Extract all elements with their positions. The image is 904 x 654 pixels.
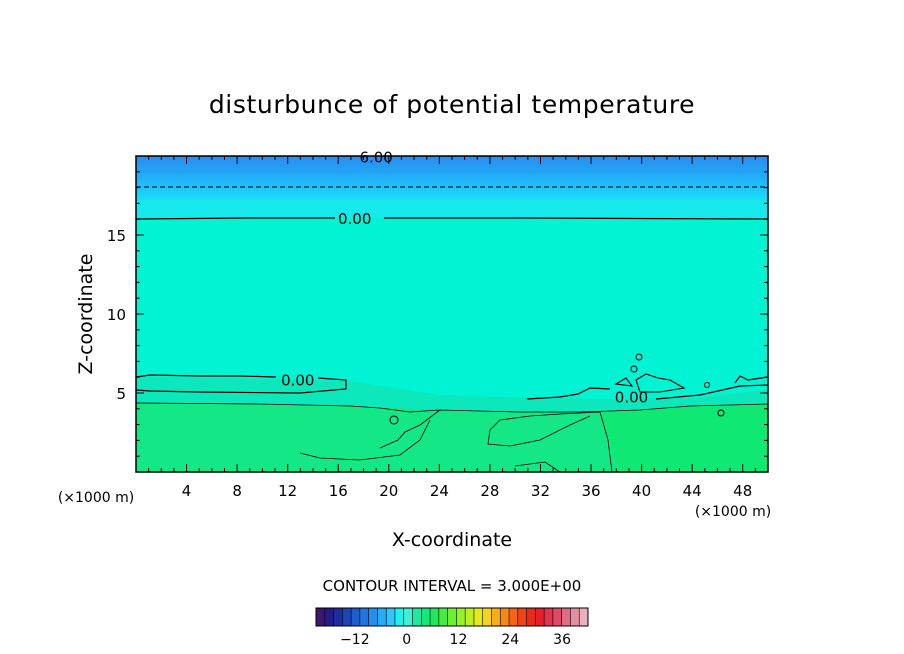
lower-green-patch-east [600, 404, 768, 472]
y-tick-label: 10 [107, 306, 126, 324]
contour-line-minus3-center [487, 411, 613, 472]
colorbar-swatch [552, 608, 563, 626]
y-tick-label: 5 [116, 385, 126, 403]
upper-blue-layer [136, 156, 768, 204]
colorbar-swatch [570, 608, 580, 626]
colorbar-swatch [342, 608, 352, 626]
contour-islet-1 [635, 353, 643, 361]
colorbar-swatch [351, 608, 361, 626]
colorbar-swatch [412, 608, 422, 626]
upper-cyan-band [136, 200, 768, 218]
contour-line-0-east-blobs [614, 373, 686, 393]
colorbar-swatch [491, 608, 501, 626]
colorbar-swatch [333, 608, 343, 626]
colorbar-swatch [386, 608, 396, 626]
plot-area [136, 156, 768, 472]
colorbar-swatch [447, 608, 457, 626]
x-tick-label: 36 [581, 482, 600, 500]
colorbar-swatch [377, 608, 387, 626]
y-axis-label: Z-coordinate [75, 254, 97, 375]
colorbar-swatch [359, 608, 370, 626]
x-tick-label: 12 [278, 482, 297, 500]
colorbar-swatch [456, 608, 466, 626]
colorbar-swatch [316, 608, 326, 626]
contour-islet-3 [704, 382, 710, 388]
x-tick-label: 28 [480, 482, 499, 500]
x-tick-label: 24 [430, 482, 449, 500]
colorbar-swatch [438, 608, 449, 626]
contour-islet-2 [630, 365, 638, 373]
contour-islet-5 [389, 415, 399, 425]
x-tick-label: 4 [182, 482, 192, 500]
colorbar-swatch [517, 608, 527, 626]
colorbar-swatch [500, 608, 510, 626]
colorbar-frame [315, 607, 589, 627]
x-tick-label: 44 [683, 482, 702, 500]
y-tick-label: 15 [107, 227, 126, 245]
contour-value-label: 0.00 [281, 371, 314, 389]
colorbar-swatch [430, 608, 440, 626]
colorbar-swatch [579, 608, 589, 626]
colorbar-swatch [421, 608, 431, 626]
colorbar-swatch [544, 608, 554, 626]
colorbar-swatch [473, 608, 484, 626]
x-tick-label: 40 [632, 482, 651, 500]
y-axis: 5 10 15 [107, 171, 768, 457]
chart-title: disturbunce of potential temperature [209, 90, 695, 119]
colorbar-swatch [394, 608, 405, 626]
x-tick-label: 8 [232, 482, 242, 500]
x-tick-label: 32 [531, 482, 550, 500]
x-axis-units: (×1000 m) [58, 490, 134, 506]
contour-line-0-west [136, 374, 347, 394]
x-tick-label: 16 [329, 482, 348, 500]
x-axis: 4 8 12 16 20 24 28 32 36 40 44 48 [148, 156, 756, 500]
x-axis-label: X-coordinate [392, 529, 512, 551]
colorbar: −12 0 12 24 36 [315, 607, 589, 648]
contour-line-0-east [526, 375, 768, 400]
x-tick-label: 48 [733, 482, 752, 500]
contour-line-minus3 [136, 402, 768, 461]
x-tick-label: 20 [379, 482, 398, 500]
colorbar-swatch [482, 608, 492, 626]
colorbar-tick-label: 36 [553, 632, 571, 648]
colorbar-swatch [526, 608, 536, 626]
z-axis-units: (×1000 m) [695, 504, 771, 520]
contour-islet-4 [717, 409, 725, 417]
colorbar-swatch [535, 608, 545, 626]
contour-value-label: 0.00 [338, 210, 371, 228]
colorbar-tick-label: −12 [340, 632, 370, 648]
colorbar-swatch [465, 608, 475, 626]
colorbar-tick-label: 24 [501, 632, 519, 648]
colorbar-swatch [509, 608, 519, 626]
colorbar-swatch [324, 608, 334, 626]
contour-value-label: 0.00 [615, 389, 648, 407]
contour-line-0-upper [136, 217, 768, 220]
colorbar-tick-label: 0 [402, 632, 411, 648]
colorbar-swatch [368, 608, 378, 626]
colorbar-swatch [561, 608, 571, 626]
contour-interval-label: CONTOUR INTERVAL = 3.000E+00 [323, 577, 582, 595]
colorbar-swatch [403, 608, 413, 626]
colorbar-tick-label: 12 [450, 632, 468, 648]
